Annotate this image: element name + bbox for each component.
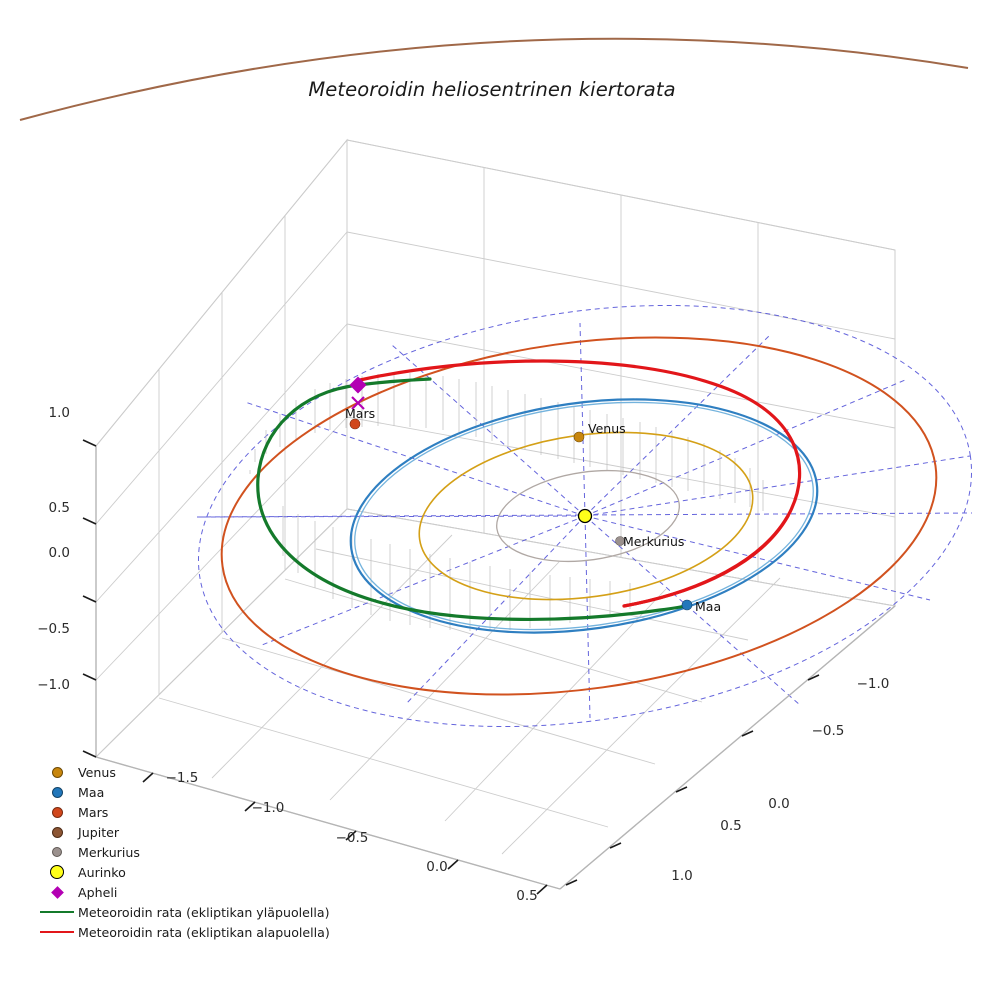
legend-item-merkurius[interactable]: Merkurius [36,842,376,862]
aurinko-marker [577,508,593,524]
body-label-venus: Venus [588,421,626,436]
axis-ticks [82,439,820,895]
z-tick-3: −0.5 [37,621,70,637]
x-tick-3: 0.0 [426,859,447,875]
y-tick-2: 0.0 [768,796,789,812]
meteoroid-orbit [256,359,802,622]
y-tick-1: −0.5 [812,723,845,739]
legend-label: Meteoroidin rata (ekliptikan alapuolella… [78,924,330,940]
y-tick-labels: −1.0 −0.5 0.0 0.5 1.0 [671,676,889,884]
legend-item-venus[interactable]: Venus [36,762,376,782]
z-tick-0: 1.0 [49,405,70,421]
x-tick-0: −1.5 [166,770,199,786]
earth-orbit-inner [354,401,814,631]
y-tick-4: 1.0 [671,868,692,884]
merkurius-marker-icon [36,847,78,857]
mercury-orbit [496,469,680,563]
legend-label: Merkurius [78,844,140,860]
meteoroid-above-ecliptic [256,383,692,622]
y-tick-0: −1.0 [857,676,890,692]
x-axis-spine [95,756,561,890]
legend-label: Meteoroidin rata (ekliptikan yläpuolella… [78,904,330,920]
jupiter-marker-icon [36,826,78,838]
mars-marker [349,418,361,430]
maa-marker-icon [36,786,78,798]
meteoroid-above-ecliptic-top [356,377,432,387]
mars-marker-icon [36,806,78,818]
merkurius-marker [615,536,625,546]
x-tick-1: −1.0 [252,800,285,816]
legend-item-jupiter[interactable]: Jupiter [36,822,376,842]
y-tick-3: 0.5 [720,818,741,834]
z-tick-4: −1.0 [37,677,70,693]
apheli-marker-icon [36,885,78,899]
celestial-body-markers [349,376,693,611]
legend-label: Maa [78,784,105,800]
y-axis-spine [559,605,896,890]
apheli-marker [349,376,367,394]
mars-orbit [220,336,938,696]
green-line-icon [36,911,78,913]
maa-marker [681,599,693,611]
venus-marker [573,431,585,443]
legend-item-meteoroid-above[interactable]: Meteoroidin rata (ekliptikan yläpuolella… [36,902,376,922]
z-tick-1: 0.5 [49,500,70,516]
legend-label: Jupiter [78,824,120,840]
legend-item-maa[interactable]: Maa [36,782,376,802]
legend: Venus Maa Mars Jupiter Merkurius [36,762,376,942]
legend-label: Aurinko [78,864,126,880]
body-label-merkurius: Merkurius [623,534,684,549]
aurinko-marker-icon [36,865,78,879]
legend-label: Apheli [78,884,118,900]
body-label-mars: Mars [345,406,375,421]
venus-marker-icon [36,766,78,778]
meteoroid-below-ecliptic-tail [622,514,790,608]
x-tick-2: −0.5 [336,830,369,846]
earth-orbit [349,398,819,634]
jupiter-orbit [19,37,969,121]
page-title: Meteoroidin heliosentrinen kiertorata [308,78,676,101]
legend-label: Venus [78,764,116,780]
x-tick-labels: −1.5 −1.0 −0.5 0.0 0.5 [166,770,538,904]
periheli-marker [351,396,365,410]
legend-item-mars[interactable]: Mars [36,802,376,822]
planet-orbits [19,37,969,696]
x-tick-4: 0.5 [516,888,537,904]
z-tick-2: 0.0 [49,545,70,561]
body-labels: Mars Venus Merkurius Maa [345,406,721,614]
legend-item-aurinko[interactable]: Aurinko [36,862,376,882]
legend-item-meteoroid-below[interactable]: Meteoroidin rata (ekliptikan alapuolella… [36,922,376,942]
z-tick-labels: 1.0 0.5 0.0 −0.5 −1.0 [37,405,70,693]
legend-label: Mars [78,804,109,820]
body-label-maa: Maa [695,599,721,614]
red-line-icon [36,931,78,933]
legend-item-apheli[interactable]: Apheli [36,882,376,902]
